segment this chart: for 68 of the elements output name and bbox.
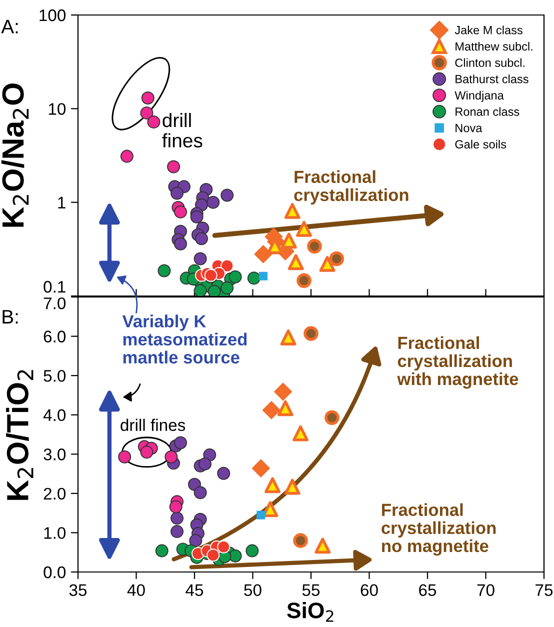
y-tick-label: 6.0 [44,330,66,342]
legend-label: Windjana [454,90,504,102]
legend-label: Bathurst class [456,74,528,84]
legend-label: Ronan class [456,107,520,116]
x-tick-label: 65 [419,584,436,596]
y-tick-label: 7.0 [44,297,66,310]
point [189,534,202,548]
point [314,538,331,554]
point [169,500,182,514]
legend-label: Gale soils [455,140,506,149]
point [293,533,308,548]
point [246,544,259,558]
point [194,486,207,500]
y-tick-label: 1 [58,196,66,208]
point [324,410,340,426]
point [164,450,178,464]
y-tick-label: 2.0 [44,488,66,500]
y-axis-title: K$_{2}$O/TiO$_{2}$ [6,370,34,500]
point [206,548,220,562]
y-axis-title: K$_{2}$O/Na$_{2}$O [1,83,29,227]
y-tick-label: 100 [40,9,66,22]
point [292,425,308,442]
point [118,450,132,464]
annotation: Variably K metasomatized mantle source [122,314,247,364]
legend-label: Clinton subcl. [455,58,524,67]
point [198,457,212,470]
annotation: Fractional crystallization [294,170,408,205]
point [174,436,188,450]
y-tick-label: 4.0 [43,409,66,422]
chart-title: A: [1,20,18,34]
x-axis-title: SiO$_{2}$ [287,602,334,622]
text: B: [2,310,18,324]
annotation: drill fines [162,112,202,148]
point [262,401,280,420]
point [170,512,184,525]
legend-label: Matthew subcl. [456,42,532,51]
point [264,477,281,494]
x-tick-label: 45 [186,584,204,596]
legend-label: Jake M class [454,26,522,34]
point [252,459,270,478]
point [228,549,242,562]
y-tick-label: 10 [48,103,66,115]
y-tick-label: 5.0 [44,370,66,382]
point [304,326,318,341]
y-tick-label: 0.0 [44,566,66,578]
x-tick-label: 35 [69,584,87,596]
x-tick-label: 60 [360,584,378,596]
y-tick-label: 1.0 [44,527,66,539]
x-tick-label: 40 [127,584,145,596]
annotation: Fractional crystallization with magnetite [397,336,518,389]
x-tick-label: 50 [244,584,262,596]
x-tick-label: 55 [302,584,320,596]
x-tick-label: 75 [536,584,553,596]
point [217,466,230,480]
point [274,382,292,401]
point [155,544,168,558]
annotation: drill fines [120,418,186,432]
annotation: Fractional crystallization no magnetite [382,503,496,556]
point [280,329,296,346]
point [277,400,294,416]
point [217,540,230,554]
point [256,510,266,520]
x-tick-label: 70 [477,584,494,596]
legend-label: Nova [456,124,482,132]
y-tick-label: 3.0 [44,448,66,460]
point [284,478,300,495]
point [170,525,184,538]
y-tick-label: 0.1 [44,280,66,293]
